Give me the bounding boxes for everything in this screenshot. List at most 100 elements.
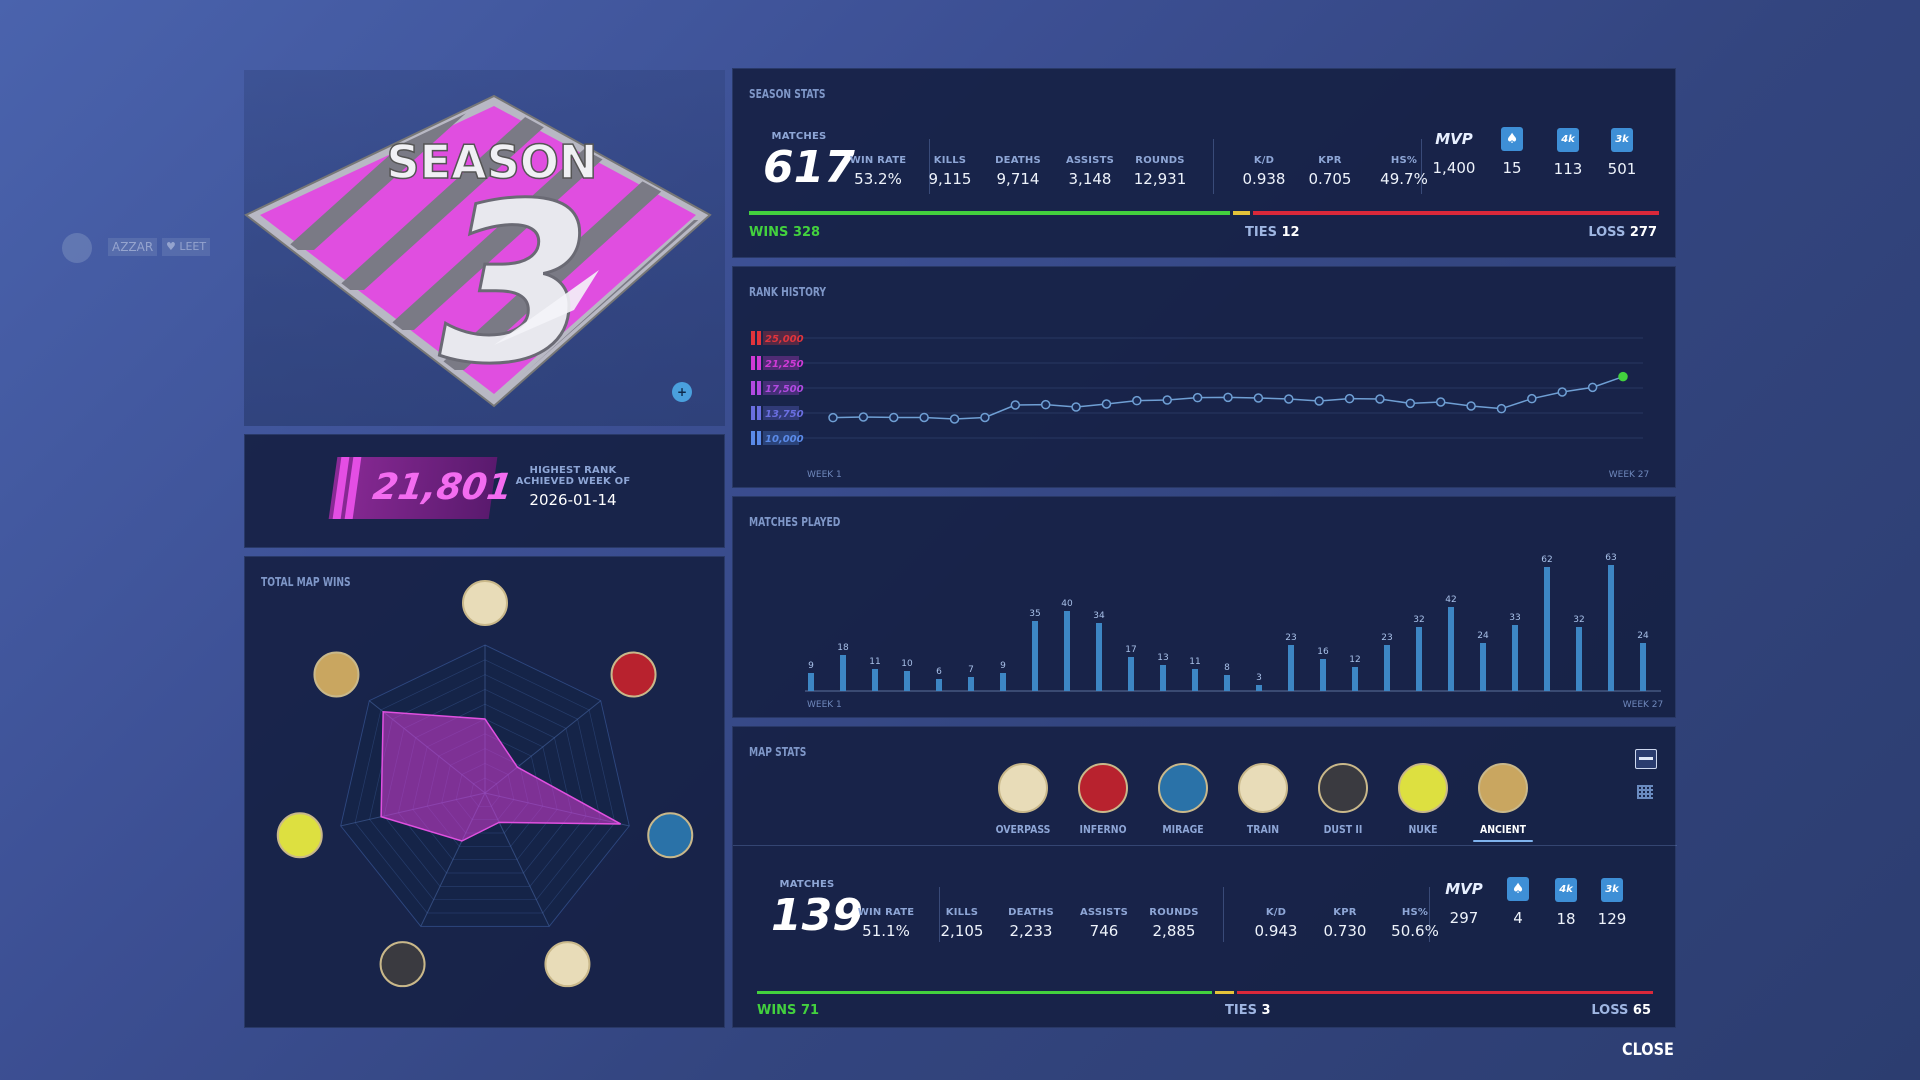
- map-stats-panel: MAP STATS OVERPASS INFERNO MIRAGE TRAIN DUST…: [732, 726, 1677, 1028]
- rank-point: [1162, 395, 1172, 405]
- list-view-icon[interactable]: [1635, 749, 1657, 769]
- rank-history-panel: RANK HISTORY 25,000 21,250 17,500 13,750 10,…: [732, 266, 1676, 488]
- tab-map-nuke[interactable]: NUKE: [1388, 763, 1458, 836]
- stat-k-d: K/D 0.938: [1242, 155, 1286, 188]
- season-stats-title: SEASON STATS: [749, 87, 826, 101]
- season-emblem: SEASON 3: [244, 94, 712, 414]
- x-start-label: WEEK 1: [807, 470, 842, 480]
- wlt-bar: [749, 211, 1659, 215]
- svg-text:13,750: 13,750: [765, 409, 804, 420]
- match-bar: [1032, 621, 1038, 691]
- rank-point: [1223, 392, 1233, 403]
- match-bar: [1640, 643, 1646, 691]
- rank-point: [828, 412, 838, 423]
- stat-hs-: HS% 49.7%: [1380, 155, 1428, 188]
- rank-point: [1466, 401, 1476, 411]
- match-bar: [1480, 643, 1486, 691]
- bar-label: 33: [1509, 613, 1520, 623]
- bar-label: 17: [1125, 645, 1136, 655]
- map-emblem-dust-ii: [379, 941, 426, 988]
- tab-label: TRAIN: [1246, 823, 1280, 836]
- award-3k: 3k 129: [1587, 877, 1637, 928]
- bar-label: 40: [1061, 599, 1073, 609]
- tab-label: NUKE: [1408, 823, 1438, 836]
- match-bar: [1512, 625, 1518, 691]
- bar-label: 32: [1413, 615, 1424, 625]
- award-mvp: MVP 1,400: [1429, 127, 1479, 177]
- map-win-bar: [757, 991, 1212, 994]
- mvp-icon: MVP: [1445, 880, 1483, 898]
- rank-history-chart: 25,000 21,250 17,500 13,750 10,000 WEEK 1 WEEK…: [751, 331, 1650, 480]
- bar-label: 62: [1541, 555, 1552, 565]
- x-start-label: WEEK 1: [807, 700, 842, 710]
- rank-point: [1587, 382, 1598, 393]
- map-matches-block: MATCHES 139: [771, 879, 863, 941]
- matches-block: MATCHES 617: [763, 131, 855, 193]
- bar-label: 11: [869, 657, 880, 667]
- bar-label: 12: [1349, 655, 1360, 665]
- map-emblem-icon: [1478, 763, 1528, 813]
- season-number: 3: [439, 156, 592, 412]
- wins-count: WINS 328: [749, 225, 821, 240]
- rank-point: [1527, 393, 1537, 404]
- award-mvp: MVP 297: [1439, 877, 1489, 927]
- bar-label: 8: [1224, 663, 1230, 673]
- bar-label: 63: [1605, 553, 1616, 563]
- map-ties-count: TIES 3: [1225, 1003, 1271, 1018]
- loss-count: LOSS 277: [1588, 225, 1657, 240]
- tab-label: OVERPASS: [995, 823, 1051, 836]
- match-bar: [1224, 675, 1230, 691]
- grid-view-icon[interactable]: [1637, 785, 1653, 799]
- map-matches-value: 139: [771, 890, 863, 941]
- tab-map-mirage[interactable]: MIRAGE: [1148, 763, 1218, 836]
- rank-badge: 21,801: [328, 457, 515, 519]
- stat-k-d: K/D 0.943: [1254, 907, 1298, 940]
- stat-assists: ASSISTS 3,148: [1065, 155, 1115, 188]
- match-bar: [1544, 567, 1550, 691]
- map-tabs-underline: [733, 845, 1677, 846]
- rank-point: [1071, 402, 1081, 412]
- match-bar: [904, 671, 910, 691]
- tab-map-inferno[interactable]: INFERNO: [1068, 763, 1138, 836]
- map-emblem-icon: [1398, 763, 1448, 813]
- player-team-tag: ♥ LEET: [162, 238, 211, 256]
- win-bar: [749, 211, 1230, 215]
- stat-deaths: DEATHS 2,233: [1008, 907, 1054, 940]
- svg-text:21,250: 21,250: [765, 359, 804, 370]
- bar-label: 9: [1000, 661, 1006, 671]
- award-4k: 4k 113: [1543, 127, 1593, 178]
- radar-chart: [276, 580, 694, 988]
- 3k-icon: 3k: [1611, 128, 1633, 152]
- x-end-label: WEEK 27: [1609, 470, 1650, 480]
- match-bar: [1576, 627, 1582, 691]
- matches-played-panel: MATCHES PLAYED 9 18 11 10 6 7 9 35 40 34 17 13 11 8 3 2…: [732, 496, 1676, 718]
- stat-kills: KILLS 9,115: [928, 155, 972, 188]
- match-bar: [1192, 669, 1198, 691]
- tab-map-dust-ii[interactable]: DUST II: [1308, 763, 1378, 836]
- zoom-icon[interactable]: +: [672, 382, 692, 402]
- map-emblem-nuke: [276, 812, 323, 859]
- bar-label: 23: [1381, 633, 1392, 643]
- rank-point: [1496, 403, 1507, 414]
- ties-count: TIES 12: [1245, 225, 1300, 240]
- tab-map-overpass[interactable]: OVERPASS: [988, 763, 1058, 836]
- match-bar: [1320, 659, 1326, 691]
- rank-tick: 25,000: [751, 331, 804, 345]
- bar-label: 34: [1093, 611, 1105, 621]
- player-avatar[interactable]: [62, 233, 92, 263]
- tab-map-ancient[interactable]: ANCIENT: [1468, 763, 1538, 842]
- rank-point: [1557, 387, 1567, 397]
- award-4k: 4k 18: [1541, 877, 1591, 928]
- 4k-icon: 4k: [1555, 878, 1577, 902]
- matches-value: 617: [763, 142, 855, 193]
- tab-map-train[interactable]: TRAIN: [1228, 763, 1298, 836]
- award-3k: 3k 501: [1597, 127, 1647, 178]
- rank-point: [889, 412, 899, 423]
- map-emblem-overpass: [462, 580, 508, 626]
- close-button[interactable]: CLOSE: [1622, 1040, 1674, 1060]
- map-wins-shape: [380, 710, 621, 842]
- map-loss-bar: [1237, 991, 1653, 994]
- stat-kills: KILLS 2,105: [940, 907, 984, 940]
- award-ace: ♠ 4: [1493, 877, 1543, 927]
- map-emblem-icon: [1238, 763, 1288, 813]
